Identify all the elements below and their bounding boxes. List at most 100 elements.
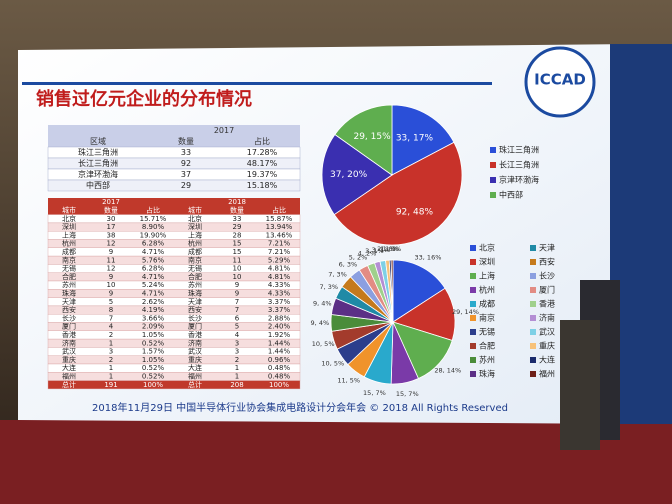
table-row xyxy=(47,255,301,265)
legend-label: 厦门 xyxy=(539,285,555,295)
table-cell: 3 xyxy=(235,348,239,356)
table-cell: 48.17% xyxy=(247,159,278,168)
table-cell: 合肥 xyxy=(188,272,202,281)
table-cell: 珠海 xyxy=(62,288,76,297)
legend-label: 珠海 xyxy=(479,369,495,379)
table-cell: 10 xyxy=(233,273,242,281)
table-cell: 4.33% xyxy=(268,281,291,289)
table-cell: 100% xyxy=(269,381,289,389)
table-cell: 11 xyxy=(107,256,116,264)
table-cell: 2 xyxy=(235,356,239,364)
slice-label: 10, 5% xyxy=(312,340,335,348)
table-cell: 13.94% xyxy=(266,223,293,231)
table-cell: 3 xyxy=(235,339,239,347)
slice-label: 9, 4% xyxy=(311,319,330,327)
table-column: 占比 xyxy=(272,205,286,214)
table-cell: 武汉 xyxy=(188,347,202,356)
table-cell: 重庆 xyxy=(62,355,76,364)
table-cell: 武汉 xyxy=(62,347,76,356)
table-cell: 37 xyxy=(181,170,191,179)
table-cell: 9 xyxy=(109,289,113,297)
legend-label: 京津环渤海 xyxy=(499,175,539,185)
table-cell: 9 xyxy=(109,273,113,281)
slice-label: 11, 5% xyxy=(337,376,360,384)
legend-label: 香港 xyxy=(539,299,555,309)
table-cell: 福州 xyxy=(188,371,202,380)
table-cell: 5.24% xyxy=(142,281,165,289)
legend-swatch xyxy=(530,245,536,251)
slice-label: 10, 5% xyxy=(321,360,344,368)
table-cell: 7.21% xyxy=(268,248,291,256)
table-cell: 3.66% xyxy=(142,314,165,322)
table-cell: 无锡 xyxy=(188,264,202,273)
legend-swatch xyxy=(530,343,536,349)
table-cell: 1.44% xyxy=(268,348,291,356)
table-cell: 大连 xyxy=(62,363,76,372)
title-rule xyxy=(22,82,492,85)
pie-slice xyxy=(392,259,446,323)
table-cell: 0.52% xyxy=(142,364,165,372)
table-year: 2017 xyxy=(214,126,234,135)
legend-label: 济南 xyxy=(539,313,555,323)
legend-label: 珠江三角洲 xyxy=(499,145,539,155)
slice-label: 29, 15% xyxy=(353,132,391,142)
table-cell: 28 xyxy=(233,231,242,239)
table-cell: 1.44% xyxy=(268,339,291,347)
table-row xyxy=(47,289,301,298)
table-cell: 0.48% xyxy=(268,364,291,372)
table-row xyxy=(47,347,301,356)
footer: 2018年11月29日 中国半导体行业协会集成电路设计分会年会 © 2018 A… xyxy=(92,401,508,414)
legend-swatch xyxy=(530,259,536,265)
table-cell: 南京 xyxy=(188,255,202,264)
table-cell: 6.28% xyxy=(142,265,165,273)
table-header-bg xyxy=(48,125,300,147)
legend-swatch xyxy=(490,192,496,198)
table-cell: 4.81% xyxy=(268,273,291,281)
table-cell: 香港 xyxy=(188,330,202,339)
table-row xyxy=(47,297,301,307)
table-cell: 29 xyxy=(181,181,191,190)
slice-label: 3, 1% xyxy=(365,247,384,255)
table-cell: 1 xyxy=(235,372,239,380)
table-cell: 4.71% xyxy=(142,248,165,256)
table-cell: 7 xyxy=(235,298,239,306)
table-cell: 208 xyxy=(230,381,243,389)
table-cell: 长江三角洲 xyxy=(78,158,118,168)
table-column: 城市 xyxy=(62,205,76,214)
table-cell: 9 xyxy=(235,289,239,297)
table-cell: 深圳 xyxy=(62,222,76,231)
legend-label: 苏州 xyxy=(479,355,495,365)
table-cell: 5.76% xyxy=(142,256,165,264)
slice-label: 4, 2% xyxy=(358,250,377,258)
legend-label: 北京 xyxy=(479,243,495,253)
table-cell: 深圳 xyxy=(188,222,202,231)
legend-swatch xyxy=(470,245,476,251)
table-cell: 4 xyxy=(109,323,114,331)
table-cell: 中西部 xyxy=(86,180,110,190)
slice-label: 29, 14% xyxy=(452,308,479,316)
table-cell: 香港 xyxy=(62,330,76,339)
slice-label: 6, 3% xyxy=(339,260,358,268)
legend-swatch xyxy=(490,177,496,183)
table-cell: 12 xyxy=(107,240,116,248)
slice-label: 1, 0% xyxy=(380,245,399,253)
legend-swatch xyxy=(470,301,476,307)
table-cell: 12 xyxy=(107,265,116,273)
table-row xyxy=(47,247,301,257)
table-row xyxy=(47,230,301,240)
legend-label: 武汉 xyxy=(539,327,555,337)
table-cell: 7.21% xyxy=(268,240,291,248)
table-row xyxy=(47,264,301,273)
slide-title: 销售过亿元企业的分布情况 xyxy=(36,88,252,110)
legend-swatch xyxy=(530,287,536,293)
table-cell: 珠海 xyxy=(188,288,202,297)
table-cell: 8 xyxy=(109,306,113,314)
table-row xyxy=(47,280,301,290)
table-row xyxy=(47,372,301,381)
table-cell: 15.18% xyxy=(247,181,278,190)
table-cell: 19.90% xyxy=(140,231,167,239)
table-row xyxy=(47,272,301,282)
table-cell: 西安 xyxy=(188,305,202,314)
table-row xyxy=(47,330,301,340)
